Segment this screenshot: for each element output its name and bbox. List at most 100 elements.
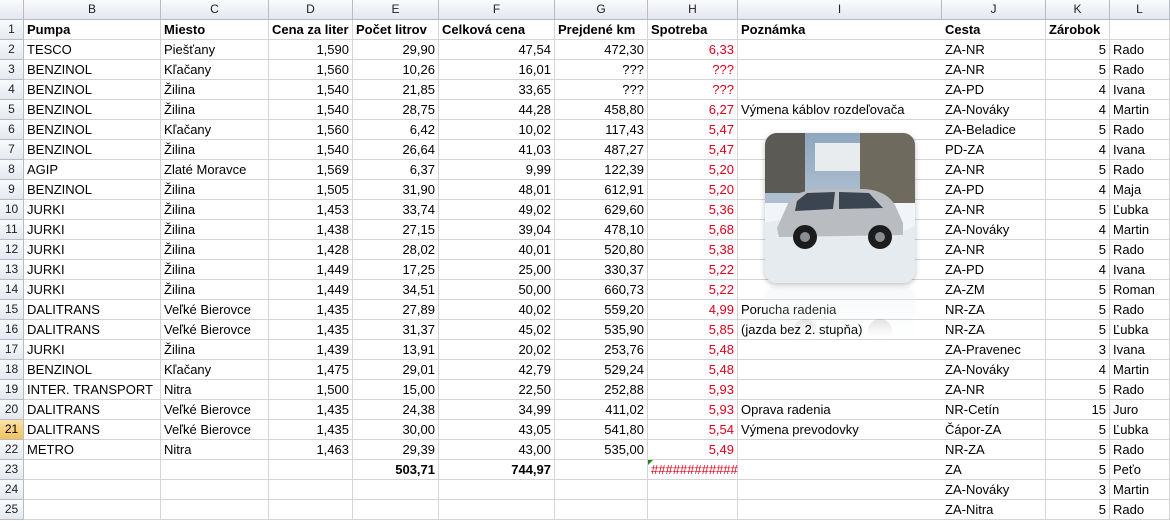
cell-j[interactable]: ZA-NR: [942, 60, 1046, 80]
column-header-c[interactable]: C: [161, 0, 269, 20]
cell-j[interactable]: ZA-PD: [942, 80, 1046, 100]
column-header-f[interactable]: F: [439, 0, 555, 20]
row-header[interactable]: 20: [0, 400, 24, 420]
cell-b[interactable]: AGIP: [24, 160, 161, 180]
column-header-i[interactable]: I: [738, 0, 942, 20]
cell-e[interactable]: 6,42: [353, 120, 439, 140]
cell-j[interactable]: NR-ZA: [942, 300, 1046, 320]
column-header-h[interactable]: H: [648, 0, 738, 20]
cell-k[interactable]: 4: [1046, 360, 1110, 380]
cell-b[interactable]: INTER. TRANSPORT: [24, 380, 161, 400]
cell-c[interactable]: Kľačany: [161, 360, 269, 380]
cell-f[interactable]: 42,79: [439, 360, 555, 380]
row-header[interactable]: 16: [0, 320, 24, 340]
cell-l[interactable]: Ľubka: [1110, 200, 1170, 220]
cell-e[interactable]: 31,37: [353, 320, 439, 340]
cell-d[interactable]: 1,540: [269, 100, 353, 120]
cell-i[interactable]: [738, 380, 942, 400]
cell-c[interactable]: Žilina: [161, 180, 269, 200]
cell-f[interactable]: 40,02: [439, 300, 555, 320]
cell-h[interactable]: 5,47: [648, 120, 738, 140]
cell-l[interactable]: Ivana: [1110, 340, 1170, 360]
cell-j[interactable]: ZA-NR: [942, 240, 1046, 260]
cell-j[interactable]: ZA-Pravenec: [942, 340, 1046, 360]
cell-j[interactable]: ZA-PD: [942, 180, 1046, 200]
cell-b[interactable]: JURKI: [24, 340, 161, 360]
cell-j[interactable]: ZA-Beladice: [942, 120, 1046, 140]
cell-h[interactable]: ???: [648, 60, 738, 80]
cell-k[interactable]: 5: [1046, 300, 1110, 320]
cell-h[interactable]: 6,27: [648, 100, 738, 120]
cell-b[interactable]: DALITRANS: [24, 400, 161, 420]
cell-d[interactable]: 1,453: [269, 200, 353, 220]
cell-g[interactable]: 660,73: [555, 280, 648, 300]
cell-j[interactable]: ZA: [942, 460, 1046, 480]
cell-l[interactable]: Maja: [1110, 180, 1170, 200]
cell-f[interactable]: [439, 480, 555, 500]
column-header-j[interactable]: J: [942, 0, 1046, 20]
cell-e[interactable]: 27,89: [353, 300, 439, 320]
row-header[interactable]: 1: [0, 20, 24, 40]
cell-d[interactable]: 1,540: [269, 80, 353, 100]
cell-c[interactable]: [161, 460, 269, 480]
cell-f[interactable]: 744,97: [439, 460, 555, 480]
column-header-b[interactable]: B: [24, 0, 161, 20]
cell-f[interactable]: 20,02: [439, 340, 555, 360]
cell-e[interactable]: 33,74: [353, 200, 439, 220]
cell-d[interactable]: 1,475: [269, 360, 353, 380]
cell-g[interactable]: 330,37: [555, 260, 648, 280]
cell-e[interactable]: Počet litrov: [353, 20, 439, 40]
row-header[interactable]: 15: [0, 300, 24, 320]
cell-f[interactable]: 47,54: [439, 40, 555, 60]
cell-k[interactable]: 4: [1046, 220, 1110, 240]
cell-k[interactable]: 5: [1046, 200, 1110, 220]
cell-k[interactable]: 5: [1046, 500, 1110, 520]
row-header[interactable]: 4: [0, 80, 24, 100]
cell-e[interactable]: 6,37: [353, 160, 439, 180]
cell-b[interactable]: BENZINOL: [24, 120, 161, 140]
cell-j[interactable]: ZA-NR: [942, 380, 1046, 400]
cell-g[interactable]: 117,43: [555, 120, 648, 140]
cell-e[interactable]: 13,91: [353, 340, 439, 360]
cell-i[interactable]: [738, 60, 942, 80]
cell-d[interactable]: Cena za liter: [269, 20, 353, 40]
cell-f[interactable]: Celková cena: [439, 20, 555, 40]
cell-b[interactable]: BENZINOL: [24, 360, 161, 380]
cell-f[interactable]: 33,65: [439, 80, 555, 100]
row-header[interactable]: 9: [0, 180, 24, 200]
cell-b[interactable]: JURKI: [24, 220, 161, 240]
cell-k[interactable]: 5: [1046, 420, 1110, 440]
cell-h[interactable]: [648, 500, 738, 520]
cell-d[interactable]: 1,428: [269, 240, 353, 260]
cell-i[interactable]: [738, 340, 942, 360]
cell-c[interactable]: Veľké Bierovce: [161, 320, 269, 340]
cell-d[interactable]: 1,435: [269, 420, 353, 440]
cell-k[interactable]: 5: [1046, 60, 1110, 80]
cell-d[interactable]: 1,449: [269, 260, 353, 280]
cell-b[interactable]: JURKI: [24, 200, 161, 220]
cell-g[interactable]: 478,10: [555, 220, 648, 240]
cell-e[interactable]: [353, 500, 439, 520]
row-header[interactable]: 18: [0, 360, 24, 380]
row-header[interactable]: 13: [0, 260, 24, 280]
cell-h[interactable]: 4,99: [648, 300, 738, 320]
cell-j[interactable]: ZA-NR: [942, 160, 1046, 180]
cell-h[interactable]: 5,93: [648, 380, 738, 400]
cell-h[interactable]: 5,36: [648, 200, 738, 220]
cell-c[interactable]: Veľké Bierovce: [161, 300, 269, 320]
cell-c[interactable]: [161, 500, 269, 520]
cell-h[interactable]: 5,85: [648, 320, 738, 340]
cell-g[interactable]: 629,60: [555, 200, 648, 220]
cell-d[interactable]: [269, 500, 353, 520]
cell-k[interactable]: 4: [1046, 180, 1110, 200]
cell-f[interactable]: 50,00: [439, 280, 555, 300]
cell-g[interactable]: Prejdené km: [555, 20, 648, 40]
cell-e[interactable]: 30,00: [353, 420, 439, 440]
cell-e[interactable]: 503,71: [353, 460, 439, 480]
cell-j[interactable]: Čápor-ZA: [942, 420, 1046, 440]
column-header-g[interactable]: G: [555, 0, 648, 20]
cell-b[interactable]: BENZINOL: [24, 140, 161, 160]
row-header[interactable]: 25: [0, 500, 24, 520]
cell-j[interactable]: ZA-NR: [942, 200, 1046, 220]
cell-i[interactable]: [738, 500, 942, 520]
